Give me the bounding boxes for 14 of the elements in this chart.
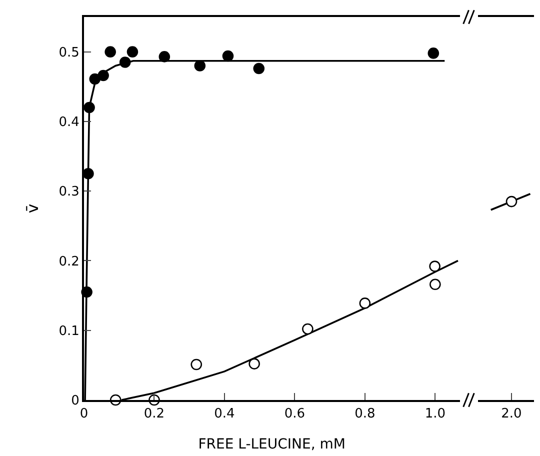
x-tick-label: 2.0 — [501, 406, 522, 422]
y-tick-label: 0.5 — [58, 45, 80, 60]
x-tick-label: 0.2 — [144, 406, 165, 422]
y-tick-label: 0.4 — [58, 115, 80, 130]
y-tick-label: 0.1 — [58, 324, 80, 339]
x-tick-label: 0.4 — [214, 406, 235, 422]
y-axis-title: v̄ — [23, 204, 42, 214]
y-tick-label: 0.3 — [58, 184, 80, 200]
x-tick-label: 1.0 — [424, 406, 446, 422]
y-tick-label: 0.2 — [58, 254, 80, 270]
y-tick-label: 0 — [71, 394, 80, 409]
x-axis-title: FREE L-LEUCINE, mM — [198, 436, 346, 452]
x-tick-label: 0.6 — [284, 406, 306, 422]
x-tick-label: 0.8 — [354, 406, 376, 422]
